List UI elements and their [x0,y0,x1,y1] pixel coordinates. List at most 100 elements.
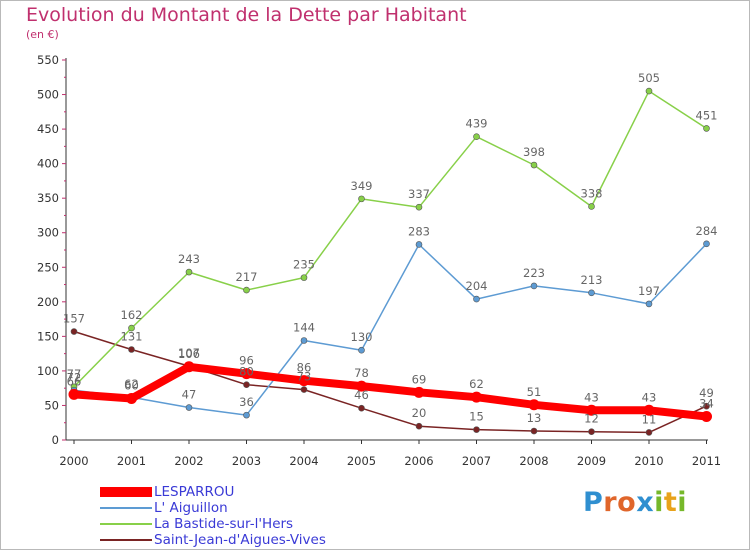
data-label: 13 [527,411,542,425]
data-label: 34 [699,397,714,411]
y-tick-label: 200 [37,295,59,309]
data-label: 204 [466,279,488,293]
y-tick-label: 50 [44,398,59,412]
data-point [473,295,480,303]
data-point [645,87,653,95]
y-tick-label: 300 [37,226,59,240]
y-tick-label: 0 [52,433,59,447]
data-label: 223 [523,266,545,280]
data-label: 80 [239,365,254,379]
data-label: 131 [121,329,143,343]
data-point [185,268,193,276]
x-tick-label: 2011 [692,454,721,468]
y-tick-label: 150 [37,329,59,343]
data-label: 77 [67,367,82,381]
data-label: 12 [584,412,599,426]
data-point [530,282,538,290]
data-point [356,380,367,392]
data-point [300,274,308,281]
data-point [243,286,250,294]
data-label: 283 [408,224,430,238]
data-point [645,429,653,436]
data-point [415,241,423,248]
data-point [645,300,653,308]
data-point [68,388,80,400]
data-label: 15 [469,410,484,424]
legend-label: L' Aiguillon [154,500,228,516]
x-tick-label: 2005 [347,454,376,468]
data-label: 157 [63,312,85,326]
data-point [70,328,78,335]
data-label: 243 [178,252,200,266]
x-tick-label: 2004 [289,454,318,468]
data-label: 72 [67,370,82,384]
data-point [185,404,193,411]
series-line [70,362,711,421]
data-label: 62 [469,377,484,391]
legend-swatch [100,507,152,509]
logo-letter: t [663,487,678,518]
x-tick-label: 2009 [577,454,606,468]
logo-letter: r [603,487,618,518]
data-point [183,361,195,373]
data-label: 43 [642,390,657,404]
data-label: 47 [182,388,197,402]
data-label: 49 [699,386,714,400]
data-label: 96 [239,354,254,368]
data-label: 284 [696,224,718,238]
data-point [126,393,137,405]
chart-title: Evolution du Montant de la Dette par Hab… [26,4,467,26]
y-tick-label: 400 [37,157,59,171]
data-point [358,404,365,412]
data-label: 451 [696,108,718,122]
proxiti-logo: Proxiti [583,487,687,518]
data-label: 51 [527,385,542,399]
x-tick-label: 2010 [634,454,663,468]
data-point [701,411,712,423]
data-label: 338 [581,186,603,200]
data-point [530,427,538,435]
data-label: 439 [466,117,488,131]
data-point [703,125,710,132]
data-point [358,195,365,203]
data-point [413,386,425,398]
y-tick-label: 500 [37,88,59,102]
logo-letter: o [617,487,637,518]
data-point [243,381,250,389]
data-label: 144 [293,321,315,335]
data-point [643,404,655,416]
chart-subtitle: (en €) [26,28,59,41]
x-tick-label: 2002 [174,454,203,468]
data-point [703,240,710,248]
logo-letter: x [636,487,655,518]
data-label: 398 [523,145,545,159]
data-point [415,422,423,430]
x-tick-label: 2003 [232,454,261,468]
legend-label: La Bastide-sur-l'Hers [154,516,294,532]
data-point [588,203,595,210]
data-point [528,399,540,411]
data-label: 11 [642,412,657,426]
y-tick-label: 450 [37,122,59,136]
data-point [530,161,538,169]
x-tick-label: 2006 [404,454,433,468]
data-point [473,426,480,433]
legend-swatch [100,487,152,497]
data-point [300,337,308,344]
data-label: 20 [412,406,427,420]
data-label: 78 [354,366,369,380]
data-point [128,346,135,353]
data-label: 86 [297,361,312,375]
y-tick-label: 350 [37,191,59,205]
data-label: 66 [67,374,82,388]
legend-swatch [100,539,152,541]
legend-swatch [100,523,152,525]
data-point [588,428,595,436]
data-label: 60 [124,379,139,393]
x-tick-label: 2008 [519,454,548,468]
y-tick-label: 250 [37,260,59,274]
legend-label: LESPARROU [154,484,235,500]
data-point [586,404,597,416]
